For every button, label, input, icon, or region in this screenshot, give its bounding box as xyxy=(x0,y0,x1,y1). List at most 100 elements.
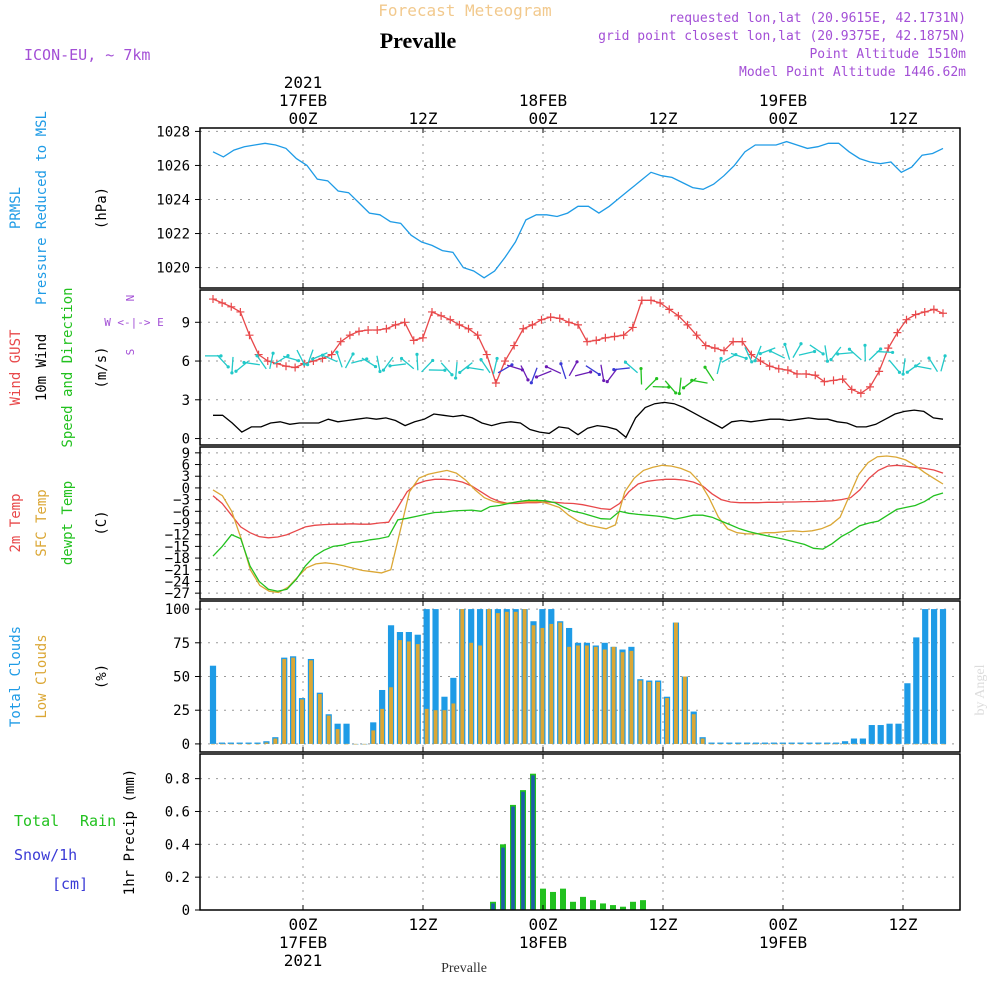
wind-arrow xyxy=(915,365,932,370)
bar-clouds xyxy=(806,742,813,744)
wind-arrow-head xyxy=(799,342,803,346)
bar-clouds xyxy=(665,698,669,744)
x-tick-label-bottom: 12Z xyxy=(649,915,678,934)
wind-arrow xyxy=(269,353,274,370)
y-tick-label: 1028 xyxy=(156,124,190,140)
wind-arrow xyxy=(770,350,786,359)
wind-arrow-head xyxy=(495,356,499,361)
wind-arrow-head xyxy=(863,343,867,347)
y-label: [cm] xyxy=(52,875,88,893)
y-label: Total Clouds xyxy=(8,626,24,727)
wind-arrow-head xyxy=(529,381,533,385)
bar-precip xyxy=(590,900,596,910)
bar-clouds xyxy=(353,743,358,745)
gust-marker xyxy=(911,310,920,319)
wind-arrow-head xyxy=(897,370,902,374)
wind-arrow xyxy=(798,350,815,356)
wind-arrow xyxy=(520,365,529,381)
gust-marker xyxy=(327,350,336,359)
y-tick-label: −21 xyxy=(165,563,190,579)
y-label: PRMSL xyxy=(8,187,24,229)
wind-arrow xyxy=(849,348,862,361)
y-tick-label: 6 xyxy=(182,458,190,474)
bar-clouds xyxy=(923,743,928,745)
gust-marker xyxy=(774,364,783,373)
bar-clouds xyxy=(423,609,430,744)
wind-arrow xyxy=(306,349,314,365)
wind-arrow xyxy=(640,368,643,385)
bar-precip xyxy=(511,806,515,910)
bar-clouds xyxy=(432,609,439,744)
bar-clouds xyxy=(914,743,919,745)
wind-arrow xyxy=(322,354,338,363)
gust-marker xyxy=(400,318,409,327)
wind-arrow-head xyxy=(320,353,325,357)
bar-clouds xyxy=(638,680,643,744)
bar-clouds xyxy=(788,742,795,744)
bar-clouds xyxy=(859,738,866,744)
bar-clouds xyxy=(941,743,945,745)
wind-arrow-head xyxy=(750,360,754,364)
y-tick-label: 1020 xyxy=(156,261,190,277)
bar-clouds xyxy=(495,613,500,744)
wind-arrow-head xyxy=(351,352,355,356)
wind-arrow-head xyxy=(286,354,290,358)
bar-clouds xyxy=(779,742,786,744)
bar-clouds xyxy=(932,743,936,745)
bar-clouds xyxy=(602,649,607,744)
suptitle: Forecast Meteogram xyxy=(378,1,551,20)
wind-arrow-head xyxy=(674,391,678,395)
wind-arrow-head xyxy=(219,354,223,358)
wind-arrow-head xyxy=(559,362,563,366)
wind-arrow-head xyxy=(703,365,707,369)
bar-clouds xyxy=(852,743,856,745)
wind-arrow-head xyxy=(466,365,470,370)
bar-clouds xyxy=(878,743,883,745)
compass-label: S xyxy=(124,349,137,356)
bar-clouds xyxy=(218,742,226,744)
gust-marker xyxy=(227,302,236,311)
wind-arrow xyxy=(256,355,267,370)
wind-arrow-head xyxy=(612,368,616,372)
bar-clouds xyxy=(682,676,687,744)
y-label: Total xyxy=(14,812,59,830)
wind-arrow-head xyxy=(927,356,931,360)
wind-arrow-head xyxy=(388,364,392,368)
x-tick-label-bottom: 19FEB xyxy=(759,933,807,952)
wind-arrow-head xyxy=(311,357,315,361)
bar-precip xyxy=(560,888,566,910)
bar-clouds xyxy=(904,683,911,744)
bar-clouds xyxy=(531,625,536,744)
bar-clouds xyxy=(344,743,349,745)
gust-marker xyxy=(710,344,719,353)
y-tick-label: 1026 xyxy=(156,158,190,174)
bar-clouds xyxy=(593,646,598,744)
info-gridpoint: grid point closest lon,lat (20.9375E, 42… xyxy=(598,29,966,44)
wind-arrow-head xyxy=(381,368,386,372)
wind-arrow xyxy=(216,354,229,368)
bar-clouds xyxy=(770,742,777,744)
y-label: 2m Temp xyxy=(8,493,24,552)
wind-arrow xyxy=(888,359,900,373)
wind-arrow-head xyxy=(450,373,454,377)
gust-marker xyxy=(409,336,418,345)
panel-pressure: 1020 1022 1024 1026 1028 PRMSL Pressure Reduce… xyxy=(8,111,961,305)
bar-clouds xyxy=(576,645,580,744)
y-tick-label: 0.2 xyxy=(165,870,190,886)
bar-precip xyxy=(580,896,586,910)
wind-arrow xyxy=(231,356,234,373)
wind-arrow xyxy=(809,344,824,355)
wind-arrow xyxy=(792,343,802,358)
y-tick-label: 9 xyxy=(182,446,190,462)
bar-clouds xyxy=(834,743,839,745)
bar-clouds xyxy=(761,742,769,744)
bar-precip xyxy=(540,888,546,910)
x-tick-label-top: 00Z xyxy=(289,109,318,128)
wind-arrow-head xyxy=(783,342,787,346)
wind-arrow-head xyxy=(821,352,825,356)
station-title: Prevalle xyxy=(380,28,457,53)
gust-marker xyxy=(783,366,792,375)
gust-marker xyxy=(391,320,400,329)
y-label: (hPa) xyxy=(94,187,110,229)
wind-arrow xyxy=(467,366,484,371)
